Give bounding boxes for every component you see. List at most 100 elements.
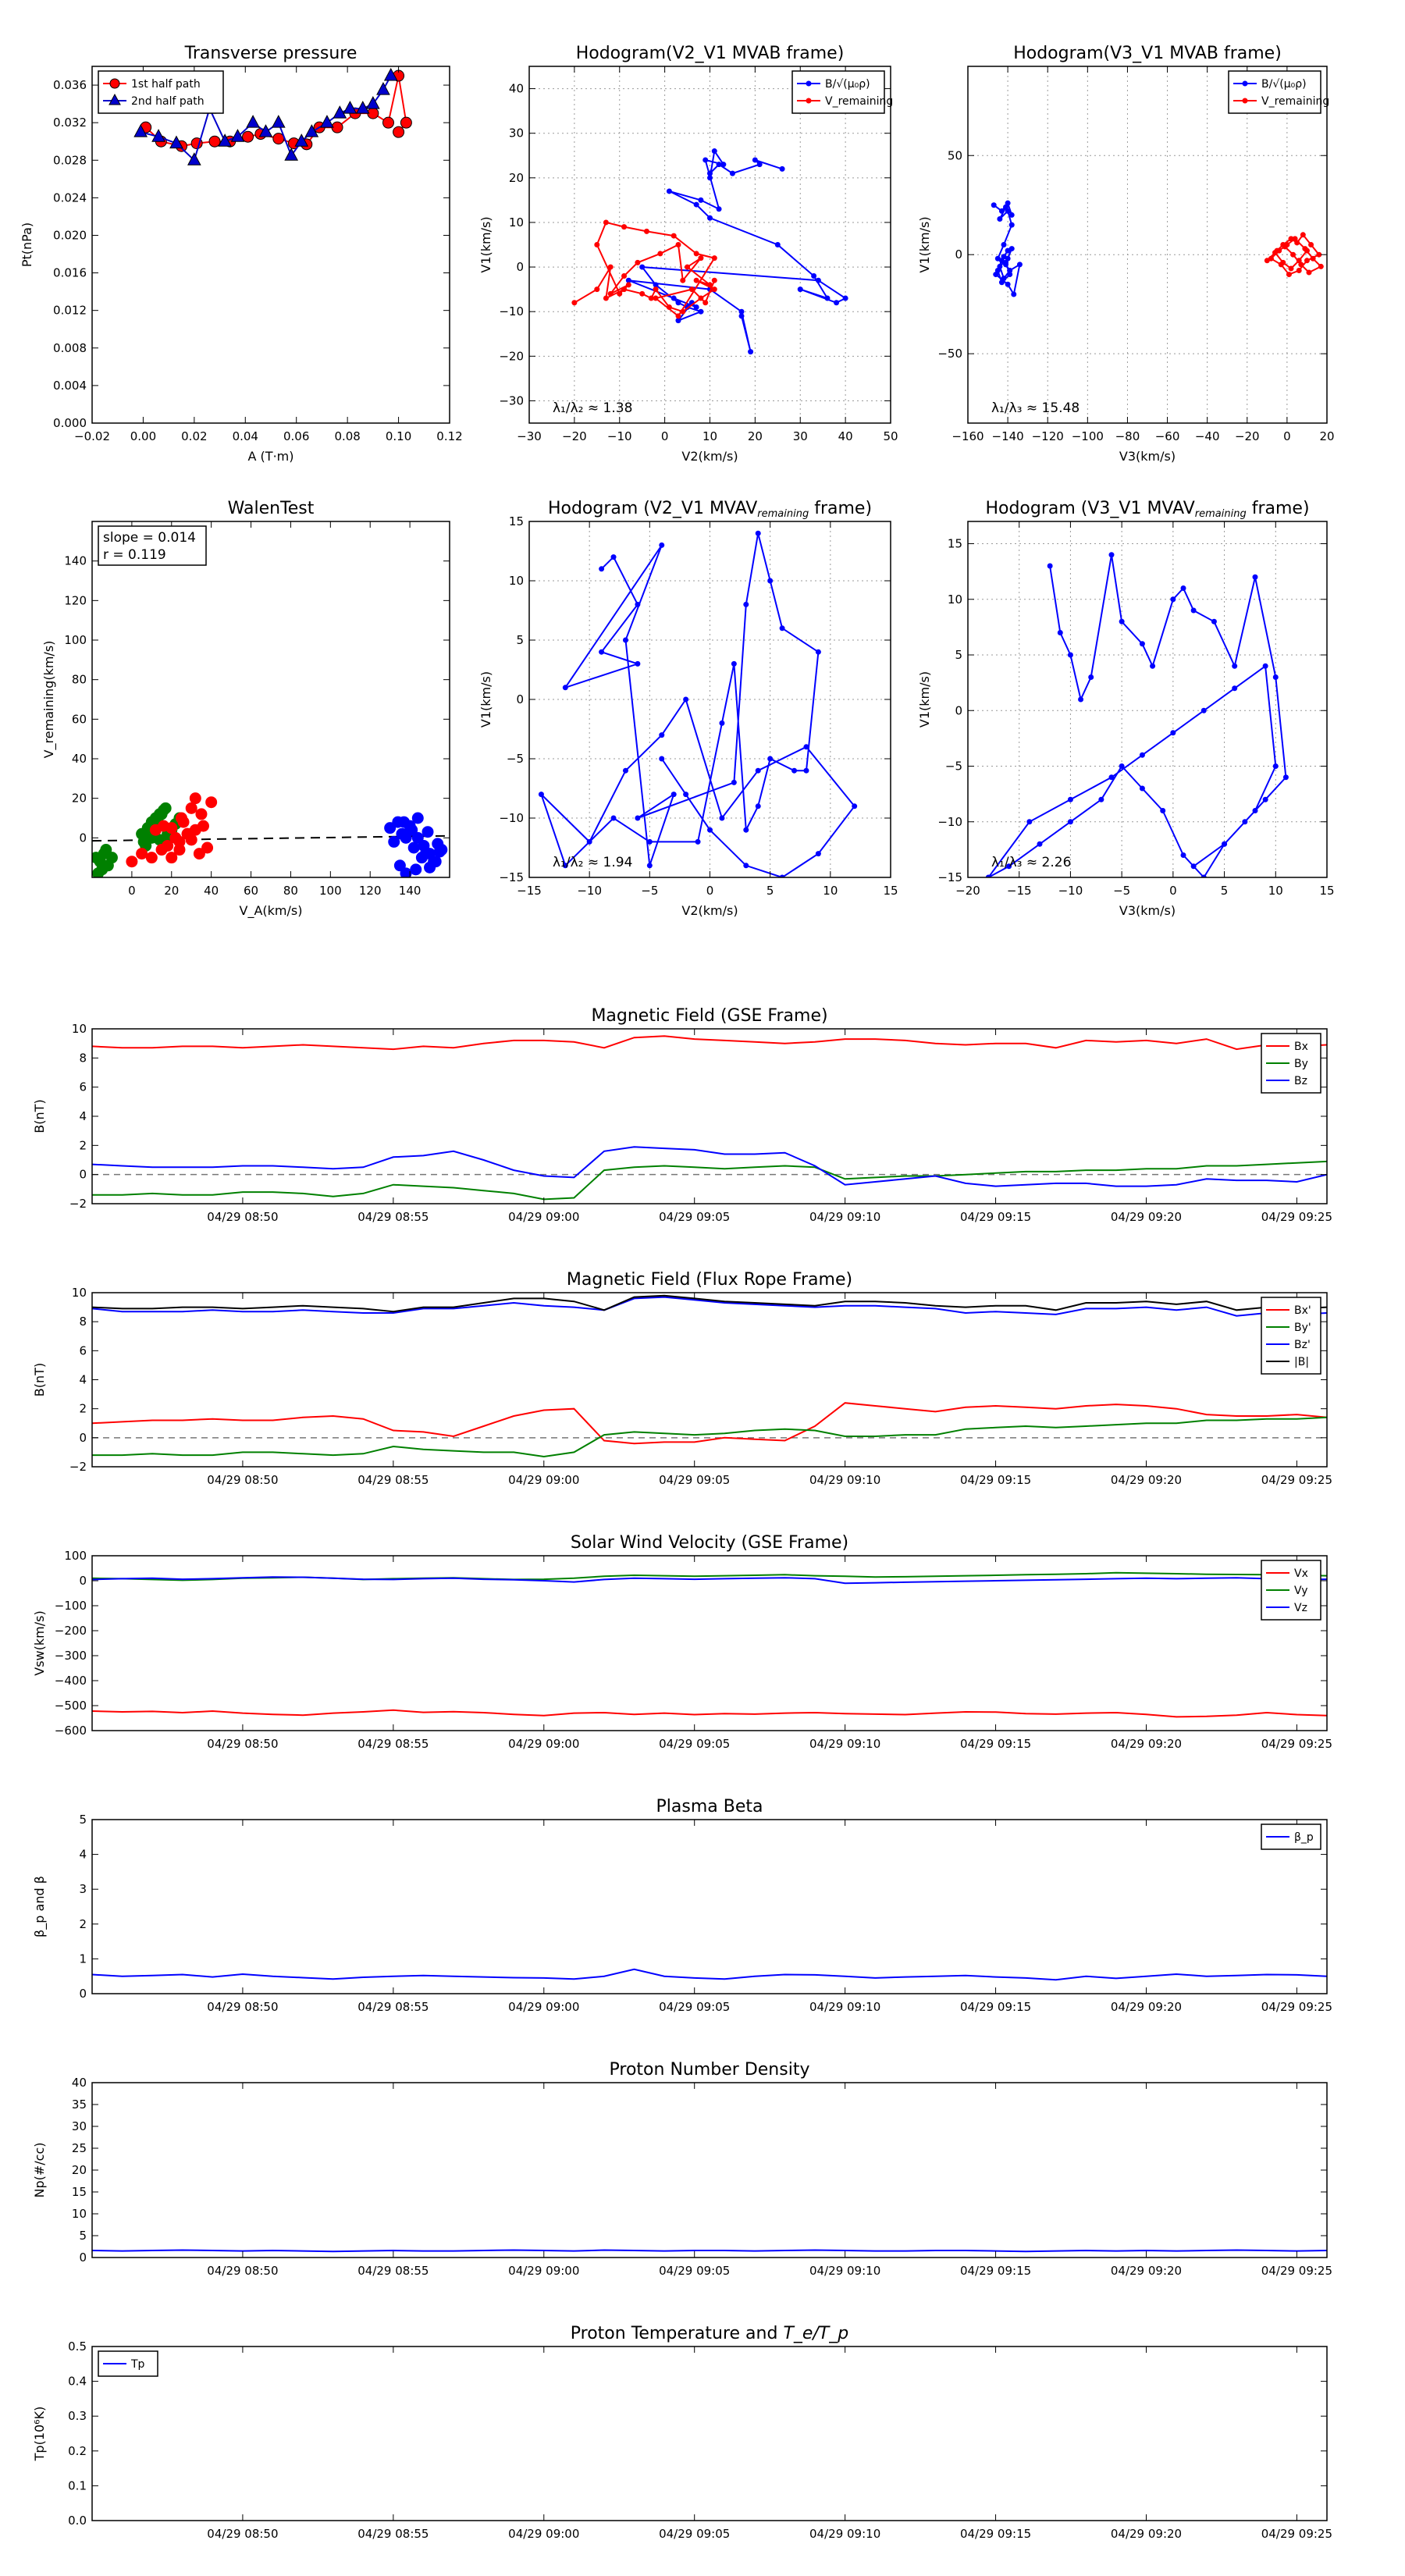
y-tick-label: −5 [507, 752, 524, 766]
legend-label: |B| [1294, 1356, 1309, 1368]
y-tick-label: 20 [72, 2163, 87, 2177]
v-remaining-point [670, 233, 677, 239]
chart-title: Magnetic Field (GSE Frame) [591, 1006, 827, 1026]
y-tick-label: 0 [79, 831, 87, 845]
y-tick-label: −2 [69, 1460, 87, 1474]
y-tick-label: 5 [516, 633, 524, 647]
v-remaining-point [1282, 244, 1288, 250]
y-tick-label: 8 [79, 1051, 87, 1065]
y-tick-label: 0.3 [68, 2409, 87, 2423]
b--point [729, 170, 735, 176]
b--point [693, 201, 699, 208]
x-tick-label: 04/29 09:00 [508, 2000, 579, 2014]
x-tick-label: −5 [641, 884, 658, 898]
y-axis-label: V1(km/s) [478, 216, 493, 272]
x-tick-label: −30 [517, 429, 542, 443]
plot-area [571, 148, 848, 355]
y-axis-label: β_p and β [32, 1876, 48, 1937]
series-0-point [635, 660, 641, 667]
legend: β_p [1261, 1823, 1321, 1850]
x-tick-label: −40 [1195, 429, 1220, 443]
b--point [748, 349, 754, 355]
-p-line [92, 1968, 1327, 1981]
x-tick-label: 04/29 09:25 [1261, 1210, 1332, 1224]
v-remaining-point [625, 282, 631, 288]
y-axis-label: Pt(nPa) [20, 222, 34, 267]
axes-frame [91, 2346, 1328, 2521]
axes-frame [91, 66, 450, 424]
y-tick-label: 80 [72, 673, 87, 687]
series-0-point [1006, 863, 1012, 870]
y-tick-label: 2 [79, 1402, 87, 1416]
y-axis-label: Tp(10⁶K) [32, 2407, 47, 2462]
x-tick-label: 04/29 09:15 [960, 1737, 1031, 1751]
v-remaining-point [675, 242, 681, 247]
legend: Vx Vy Vz [1261, 1560, 1321, 1621]
x-tick-label: −100 [1072, 429, 1104, 443]
x-tick-label: 04/29 09:10 [809, 1473, 880, 1487]
series-0-point [1047, 563, 1053, 569]
2nd-half-path-point [294, 133, 309, 147]
magnetic-field-flux-rope-chart: 04/29 08:50 04/29 08:55 04/29 09:00 04/29 0… [32, 1270, 1332, 1487]
series-0-point [1139, 641, 1145, 647]
b--point [991, 202, 997, 208]
plot-area [92, 792, 448, 877]
y-tick-label: 15 [509, 514, 524, 528]
y-tick-label: 100 [64, 1549, 87, 1563]
series-0-point [719, 815, 725, 821]
legend-label: Bz' [1294, 1339, 1311, 1351]
series-0-point [1119, 618, 1125, 624]
x-tick-label: 50 [883, 429, 898, 443]
bx-line [92, 1035, 1327, 1051]
v-remaining-point [603, 219, 609, 226]
legend-label: V_remaining [825, 95, 893, 108]
annotation-box [98, 525, 207, 566]
series-0-point [1222, 841, 1228, 847]
v-remaining-point [711, 255, 717, 262]
chart-title: Plasma Beta [656, 1797, 763, 1816]
x-tick-label: 04/29 09:25 [1261, 1473, 1332, 1487]
hodogram-v2-v1-mvav-chart: −15 −10 −5 0 5 10 15 −15 −10 −5 0 5 10 15 Hodogram (V2… [478, 499, 898, 918]
x-tick-label: 20 [164, 884, 179, 898]
v-remaining-point [702, 300, 709, 306]
axes-frame [91, 1819, 1328, 1994]
series-2-point [411, 812, 424, 824]
legend: Bx By Bz [1261, 1033, 1321, 1094]
legend-label: Bx' [1294, 1304, 1311, 1317]
series-0-point [1098, 796, 1104, 802]
plot-area [92, 2249, 1327, 2253]
v-remaining-point [1300, 232, 1306, 238]
2nd-half-path-point [304, 124, 319, 137]
hodogram-v3-v1-mvab-chart: −160 −140 −120 −100 −80 −60 −40 −20 0 20 −50 0 50 Hod… [917, 44, 1335, 464]
b--point [815, 277, 821, 283]
legend-label: Vy [1294, 1585, 1308, 1597]
y-tick-label: −5 [945, 760, 962, 774]
chart-title: Hodogram (V2_V1 MVAVremaining frame) [548, 499, 872, 520]
y-tick-label: 0 [79, 1574, 87, 1588]
series-1-point [145, 852, 158, 864]
y-tick-label: 10 [72, 1022, 87, 1036]
series-0-point [1190, 607, 1197, 614]
chart-title: Hodogram (V3_V1 MVAVremaining frame) [985, 499, 1309, 520]
series-0-point [646, 863, 653, 869]
series-0-point [755, 530, 761, 536]
b--point [1008, 212, 1015, 218]
x-tick-label: 04/29 09:15 [960, 1210, 1031, 1224]
transverse-pressure-chart: −0.02 0.00 0.02 0.04 0.06 0.08 0.10 0.12 0.000 0.… [20, 44, 463, 464]
y-tick-label: 0.2 [68, 2444, 87, 2458]
v-remaining-point [621, 272, 628, 279]
series-1-point [165, 852, 178, 864]
v-remaining-point [685, 264, 691, 270]
x-tick-label: 04/29 09:10 [809, 1210, 880, 1224]
x-tick-label: 04/29 08:50 [207, 1473, 278, 1487]
legend-label: Vz [1294, 1602, 1307, 1614]
series-0-point [1200, 874, 1207, 877]
legend-marker [1242, 80, 1248, 87]
v-remaining-point [1308, 242, 1314, 247]
x-tick-label: 04/29 09:10 [809, 1737, 880, 1751]
y-tick-label: 0.032 [53, 116, 87, 130]
series-0-point [779, 874, 785, 877]
1st-half-path-point [208, 135, 221, 148]
series-2-point [388, 835, 400, 848]
